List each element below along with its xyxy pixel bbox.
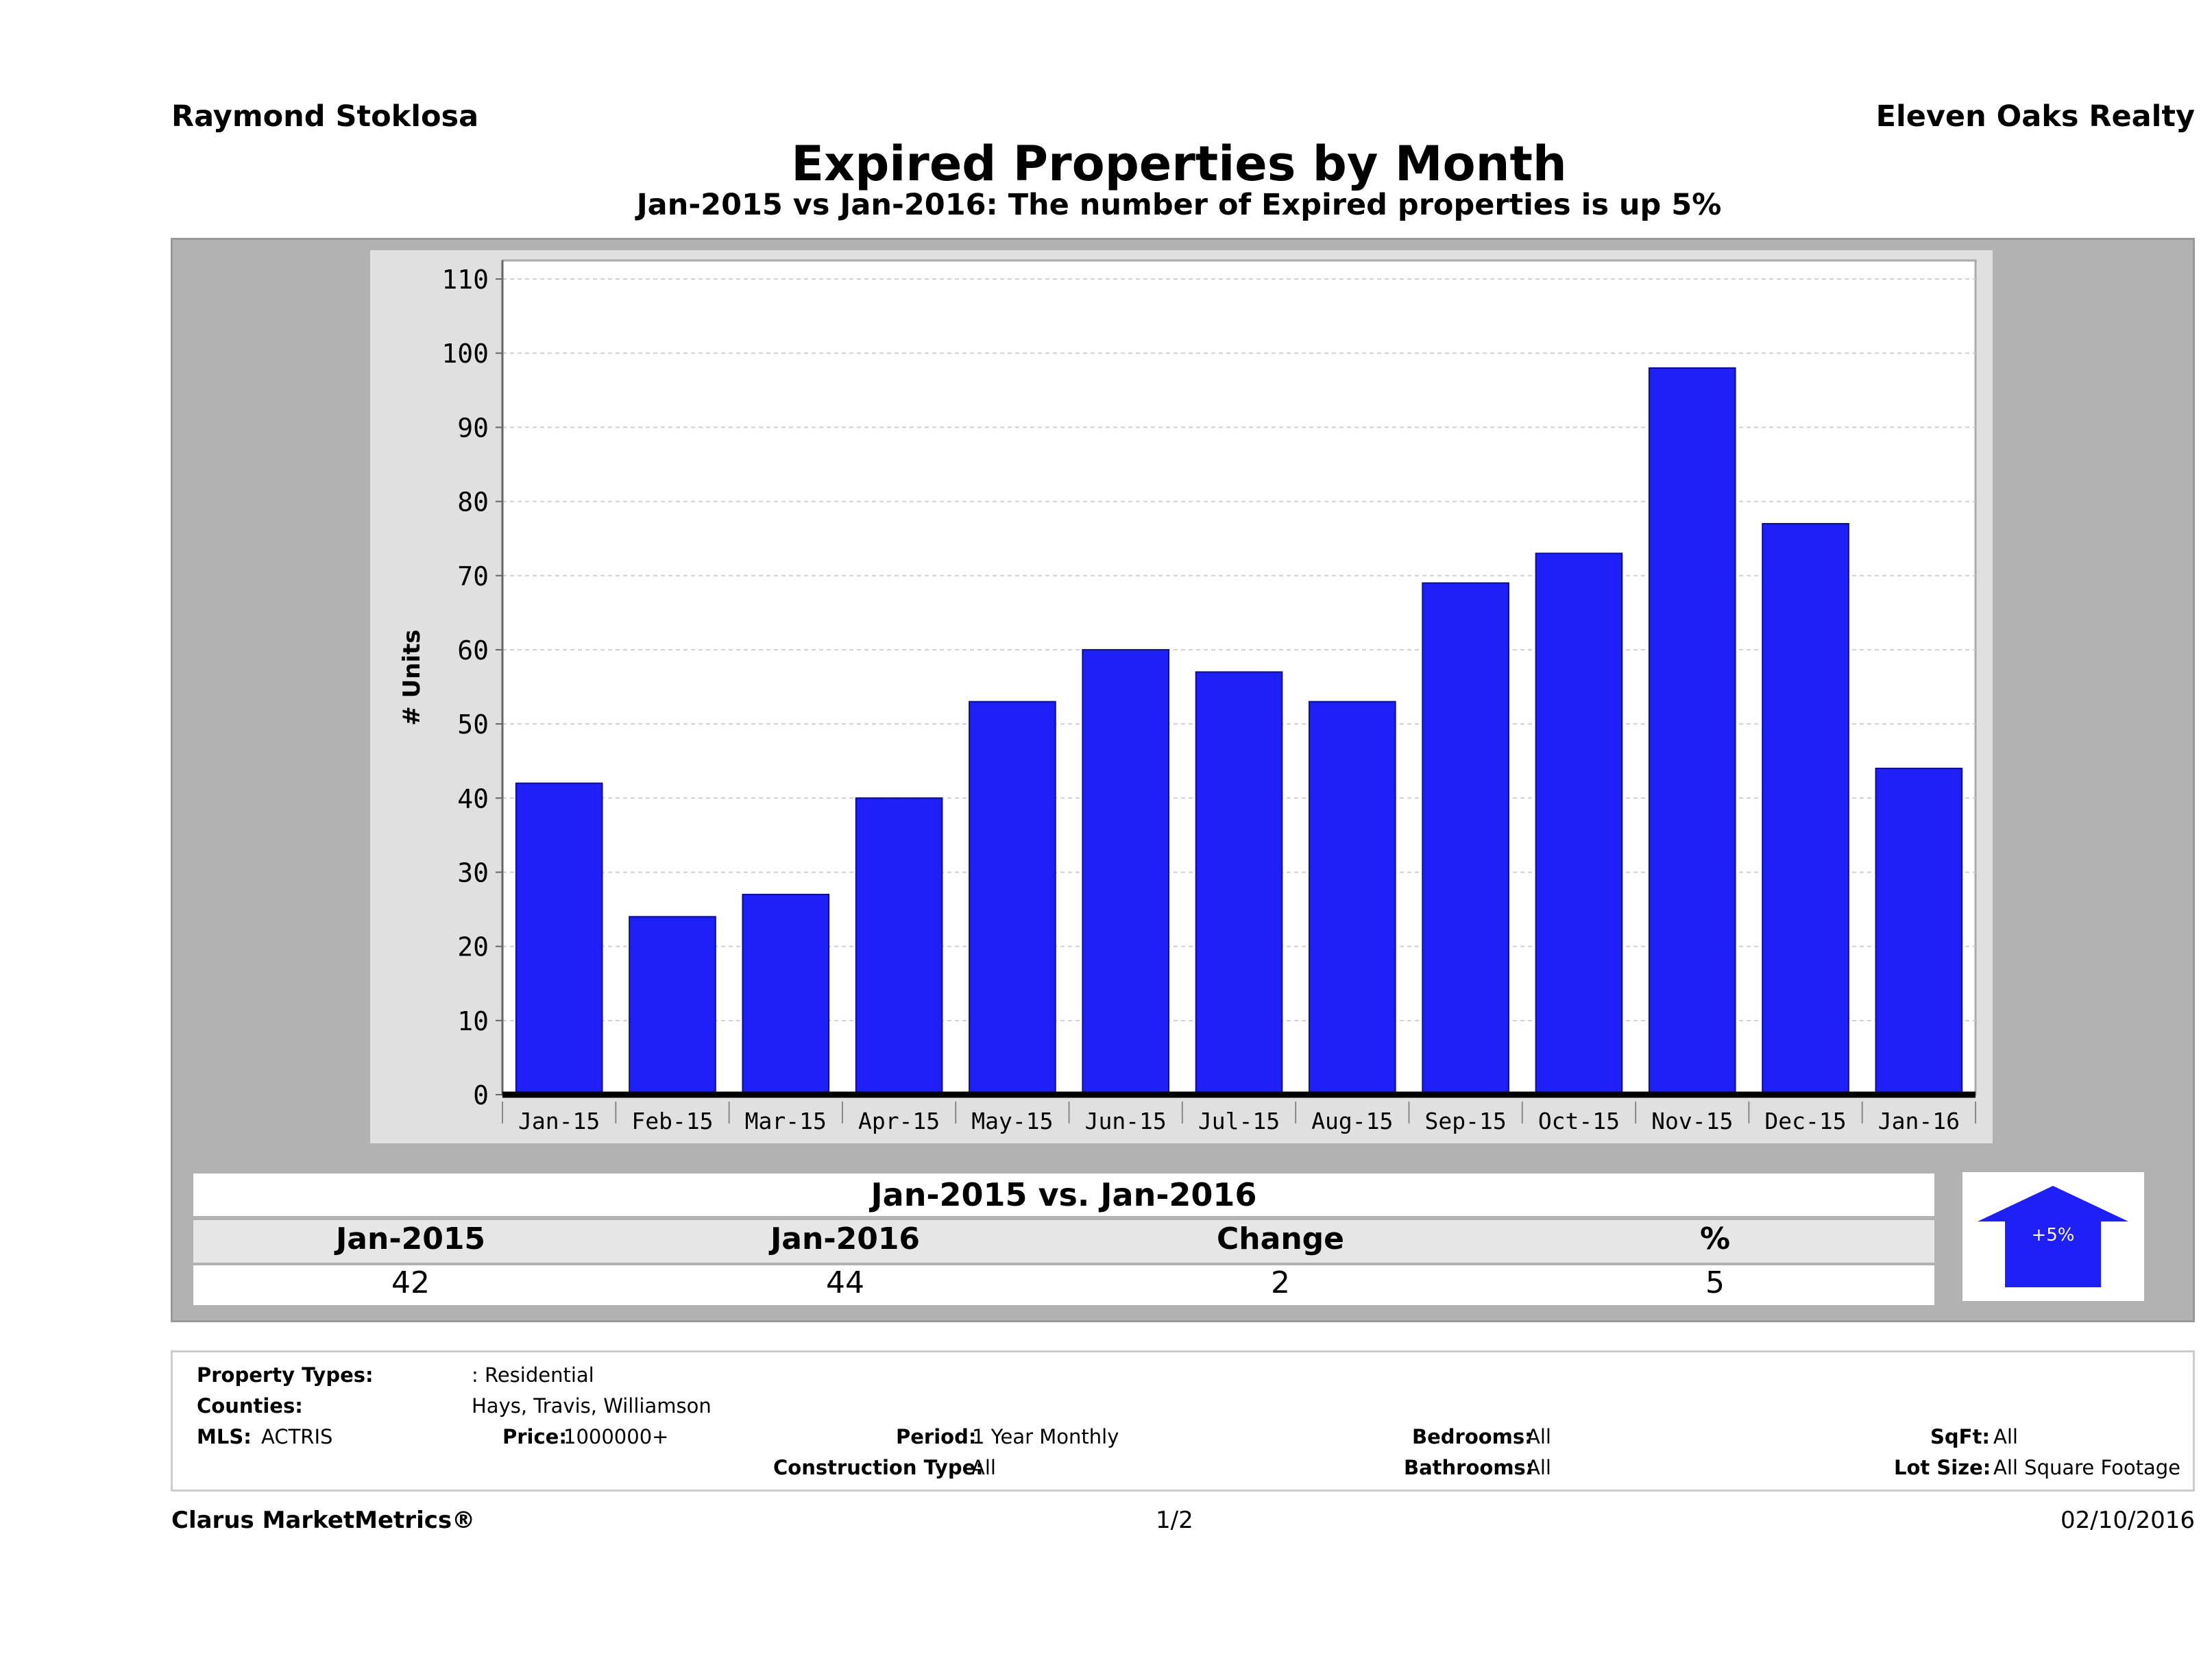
comparison-value-row <box>193 1265 1934 1305</box>
x-tick-label: May-15 <box>971 1108 1053 1134</box>
counties-value: Hays, Travis, Williamson <box>472 1394 712 1418</box>
comparison-header-row <box>193 1220 1934 1263</box>
y-tick-label: 110 <box>441 265 489 295</box>
y-tick-label: 80 <box>457 487 489 518</box>
up-arrow-icon: +5% <box>1978 1186 2128 1287</box>
y-tick-label: 50 <box>457 709 489 740</box>
y-tick-label: 90 <box>457 413 489 443</box>
bar <box>1082 648 1170 1095</box>
price-value: 1000000+ <box>563 1425 669 1448</box>
x-tick-label: Dec-15 <box>1764 1108 1846 1134</box>
bar <box>1308 701 1396 1095</box>
property-types-label: Property Types: <box>197 1363 374 1387</box>
bar <box>1422 582 1509 1095</box>
period-label: Period: <box>896 1425 977 1448</box>
construction-type-label: Construction Type: <box>773 1456 984 1479</box>
page-title: Expired Properties by Month <box>791 136 1567 192</box>
bar <box>515 782 603 1095</box>
x-tick-label: Mar-15 <box>745 1108 827 1134</box>
y-tick-label: 100 <box>441 339 489 369</box>
bar <box>1762 523 1849 1095</box>
x-tick-label: Sep-15 <box>1425 1108 1507 1134</box>
comparison-value-jan2015: 42 <box>391 1265 430 1300</box>
bedrooms-value: All <box>1527 1425 1551 1448</box>
x-tick-label: Feb-15 <box>631 1108 713 1134</box>
price-label: Price: <box>502 1425 567 1448</box>
x-tick-label: Apr-15 <box>858 1108 940 1134</box>
y-axis-label: # Units <box>398 629 426 725</box>
y-tick-label: 30 <box>457 858 489 888</box>
footer-brand: Clarus MarketMetrics® <box>171 1507 476 1534</box>
lot-size-label: Lot Size: <box>1894 1456 1991 1479</box>
bar <box>1195 671 1283 1095</box>
bar <box>1648 367 1736 1095</box>
bar <box>1535 552 1623 1095</box>
comparison-value-jan2016: 44 <box>826 1265 864 1300</box>
y-tick-label: 40 <box>457 783 489 814</box>
filters-panel <box>171 1350 2195 1492</box>
comparison-header-change: Change <box>1217 1221 1344 1256</box>
sqft-value: All <box>1993 1425 2018 1448</box>
x-tick-label: Nov-15 <box>1651 1108 1733 1134</box>
lot-size-value: All Square Footage <box>1993 1456 2181 1479</box>
bar <box>1875 768 1963 1096</box>
footer-date: 02/10/2016 <box>2061 1507 2195 1534</box>
y-tick-label: 60 <box>457 635 489 666</box>
construction-type-value: All <box>971 1456 996 1479</box>
bar <box>969 701 1056 1095</box>
comparison-value-change: 2 <box>1271 1265 1290 1300</box>
comparison-header-jan2016: Jan-2016 <box>770 1221 921 1256</box>
period-value: 1 Year Monthly <box>972 1425 1119 1448</box>
bedrooms-label: Bedrooms: <box>1412 1425 1533 1448</box>
y-tick-label: 0 <box>473 1080 489 1110</box>
company-name: Eleven Oaks Realty <box>1875 99 2195 134</box>
x-tick-label: Oct-15 <box>1538 1108 1620 1134</box>
footer-page-number: 1/2 <box>1156 1507 1193 1534</box>
up-arrow-shape <box>1978 1186 2128 1287</box>
bar <box>855 797 943 1096</box>
y-tick-label: 70 <box>457 561 489 592</box>
y-tick-label: 10 <box>457 1006 489 1036</box>
comparison-title: Jan-2015 vs. Jan-2016 <box>193 1174 1934 1216</box>
agent-name: Raymond Stoklosa <box>171 99 479 134</box>
bathrooms-value: All <box>1527 1456 1551 1479</box>
comparison-header-jan2015: Jan-2015 <box>335 1221 486 1256</box>
page-subtitle: Jan-2015 vs Jan-2016: The number of Expi… <box>636 188 1722 222</box>
mls-label: MLS: <box>197 1425 252 1448</box>
x-tick-label: Jan-16 <box>1878 1108 1960 1134</box>
trend-badge: +5% <box>1962 1172 2144 1301</box>
property-types-value: : Residential <box>472 1363 594 1387</box>
sqft-label: SqFt: <box>1930 1425 1990 1448</box>
x-tick-label: Jan-15 <box>518 1108 600 1134</box>
bathrooms-label: Bathrooms: <box>1404 1456 1534 1479</box>
comparison-value-percent: 5 <box>1705 1265 1725 1300</box>
x-tick-label: Aug-15 <box>1311 1108 1393 1134</box>
counties-label: Counties: <box>197 1394 303 1418</box>
y-tick-label: 20 <box>457 932 489 962</box>
bar <box>742 893 830 1096</box>
mls-value: ACTRIS <box>261 1425 333 1448</box>
x-tick-label: Jul-15 <box>1198 1108 1280 1134</box>
trend-badge-label: +5% <box>2031 1225 2074 1245</box>
comparison-header-percent: % <box>1699 1221 1731 1256</box>
bar <box>629 916 716 1095</box>
x-tick-label: Jun-15 <box>1085 1108 1167 1134</box>
